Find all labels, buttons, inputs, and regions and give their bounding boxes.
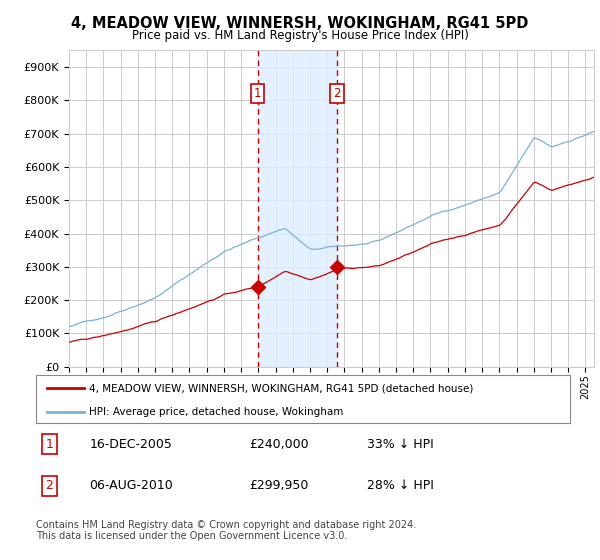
Text: 2: 2 [46, 479, 53, 492]
Text: Price paid vs. HM Land Registry's House Price Index (HPI): Price paid vs. HM Land Registry's House … [131, 29, 469, 42]
Bar [257, 50, 337, 367]
Text: 1: 1 [46, 437, 53, 451]
Text: 28% ↓ HPI: 28% ↓ HPI [367, 479, 434, 492]
Text: 33% ↓ HPI: 33% ↓ HPI [367, 437, 434, 451]
Text: 2: 2 [334, 87, 341, 100]
Text: £299,950: £299,950 [250, 479, 309, 492]
Text: 06-AUG-2010: 06-AUG-2010 [89, 479, 173, 492]
Text: Contains HM Land Registry data © Crown copyright and database right 2024.
This d: Contains HM Land Registry data © Crown c… [36, 520, 416, 542]
Text: £240,000: £240,000 [250, 437, 309, 451]
Text: HPI: Average price, detached house, Wokingham: HPI: Average price, detached house, Woki… [89, 407, 344, 417]
Text: 4, MEADOW VIEW, WINNERSH, WOKINGHAM, RG41 5PD: 4, MEADOW VIEW, WINNERSH, WOKINGHAM, RG4… [71, 16, 529, 31]
Text: 1: 1 [254, 87, 262, 100]
Text: 4, MEADOW VIEW, WINNERSH, WOKINGHAM, RG41 5PD (detached house): 4, MEADOW VIEW, WINNERSH, WOKINGHAM, RG4… [89, 383, 474, 393]
Text: 16-DEC-2005: 16-DEC-2005 [89, 437, 172, 451]
